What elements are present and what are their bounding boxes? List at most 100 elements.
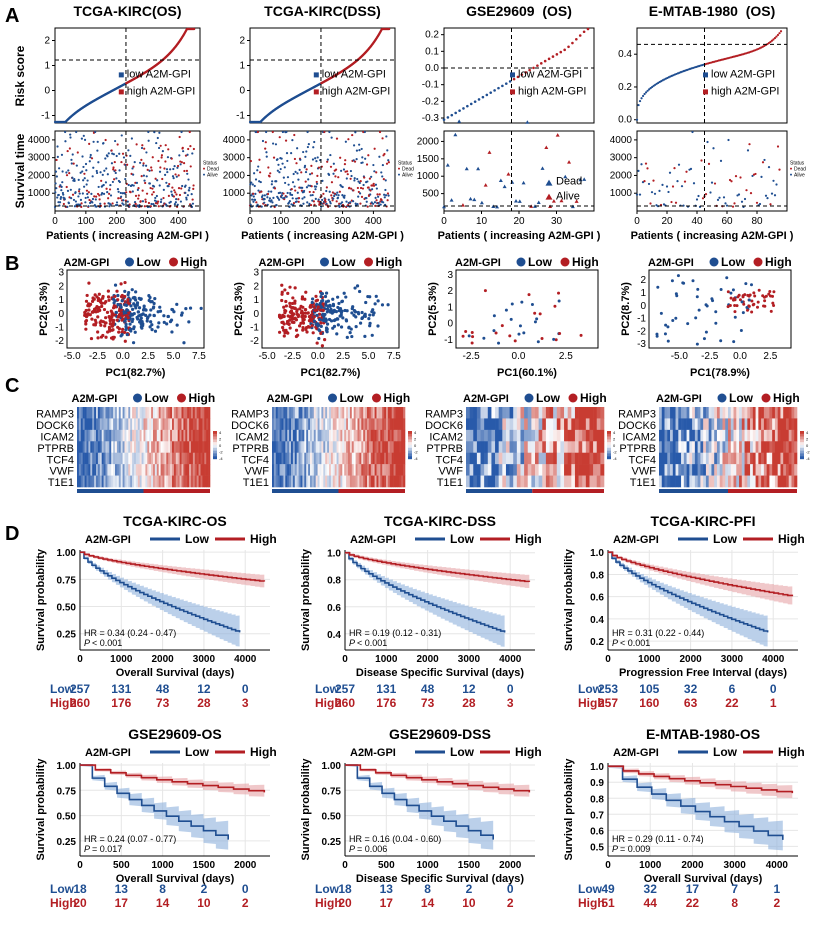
heatmap-cell <box>354 476 356 488</box>
heatmap-cell <box>342 453 344 465</box>
survival-point <box>117 197 119 199</box>
survival-point <box>313 204 315 206</box>
heatmap-cell <box>312 441 314 453</box>
x-tick-label: 2.5 <box>559 351 573 362</box>
legend-high-swatch <box>703 89 708 94</box>
gene-label: T1E1 <box>48 477 74 489</box>
survival-point <box>374 148 376 150</box>
pca-point <box>505 309 508 312</box>
heatmap-cell <box>510 441 514 453</box>
survival-point <box>117 143 119 145</box>
heatmap-cell <box>182 418 184 430</box>
pca-point <box>580 334 583 337</box>
survival-point <box>93 195 95 197</box>
survival-point <box>275 204 277 206</box>
heatmap-cell <box>491 453 495 465</box>
heatmap-cell <box>183 418 185 430</box>
heatmap-cell <box>786 407 789 419</box>
legend-high-label: High <box>778 532 805 546</box>
heatmap-cell <box>166 430 168 442</box>
survival-point <box>375 199 377 201</box>
heatmap-cell <box>151 418 153 430</box>
survival-point <box>155 142 157 144</box>
y-tick-label: -1 <box>444 335 453 346</box>
heatmap-cell <box>401 430 403 442</box>
heatmap-cell <box>149 464 151 476</box>
scale-label: -2 <box>806 450 810 455</box>
heatmap-cell <box>164 453 166 465</box>
survival-point <box>250 160 252 162</box>
pca-point <box>358 290 361 293</box>
heatmap-cell <box>142 430 144 442</box>
survival-point <box>326 186 328 188</box>
survival-point <box>148 170 150 172</box>
heatmap-cell <box>600 418 604 430</box>
heatmap-cell <box>187 453 189 465</box>
heatmap-cell <box>403 453 405 465</box>
heatmap-cell <box>499 464 503 476</box>
survival-point <box>344 159 346 161</box>
heatmap-cell <box>542 441 546 453</box>
pca-point <box>103 308 106 311</box>
heatmap-cell <box>94 453 96 465</box>
pca-point <box>117 331 120 334</box>
y-tick-label: 0 <box>640 301 646 312</box>
heatmap-cell <box>739 453 742 465</box>
heatmap-cell <box>100 453 102 465</box>
heatmap-cell <box>676 476 679 488</box>
heatmap-cell <box>390 476 392 488</box>
pca-point <box>307 325 310 328</box>
heatmap-cell <box>342 418 344 430</box>
heatmap-cell <box>206 418 208 430</box>
heatmap-cell <box>327 418 329 430</box>
heatmap-cell <box>308 441 310 453</box>
heatmap-cell <box>145 430 147 442</box>
heatmap-cell <box>528 407 532 419</box>
heatmap-cell <box>176 453 178 465</box>
heatmap-cell <box>589 430 593 442</box>
heatmap-cell <box>513 464 517 476</box>
y-tick-label: 1000 <box>610 188 633 199</box>
survival-point <box>271 180 273 182</box>
heatmap-cell <box>310 453 312 465</box>
survival-point <box>143 175 145 177</box>
survival-point <box>149 187 151 189</box>
risk-point <box>778 32 780 34</box>
heatmap-cell <box>388 407 390 419</box>
legend-low-label: Low <box>340 391 365 405</box>
pca-point <box>329 304 332 307</box>
heatmap-cell <box>363 430 365 442</box>
pca-point <box>757 301 760 304</box>
heatmap-cell <box>325 418 327 430</box>
survival-point <box>191 193 193 195</box>
heatmap-cell <box>363 418 365 430</box>
heatmap-cell <box>789 476 792 488</box>
scale-swatch <box>408 456 412 459</box>
heatmap-cell <box>335 464 337 476</box>
heatmap-cell <box>502 464 506 476</box>
legend-high-label: High <box>250 532 277 546</box>
heatmap-cell <box>176 441 178 453</box>
heatmap-cell <box>321 476 323 488</box>
survival-point <box>143 148 145 150</box>
survival-point <box>349 201 351 203</box>
group-bar-high <box>339 489 406 493</box>
heatmap-cell <box>201 441 203 453</box>
survival-point <box>316 183 318 185</box>
heatmap-cell <box>499 418 503 430</box>
pca-point <box>736 304 739 307</box>
heatmap-cell <box>495 407 499 419</box>
survival-point <box>263 198 265 200</box>
heatmap-cell <box>731 418 734 430</box>
legend-low-label: low A2M-GPI <box>518 68 582 80</box>
heatmap-cell <box>202 407 204 419</box>
scale-swatch <box>213 442 217 445</box>
heatmap-cell <box>180 418 182 430</box>
pca-point <box>325 300 328 303</box>
survival-point <box>289 200 291 202</box>
pca-point <box>278 314 281 317</box>
hazard-ratio: HR = 0.34 (0.24 - 0.47) <box>84 628 176 638</box>
heatmap-cell <box>83 453 85 465</box>
pca-point <box>553 305 556 308</box>
heatmap-cell <box>750 430 753 442</box>
